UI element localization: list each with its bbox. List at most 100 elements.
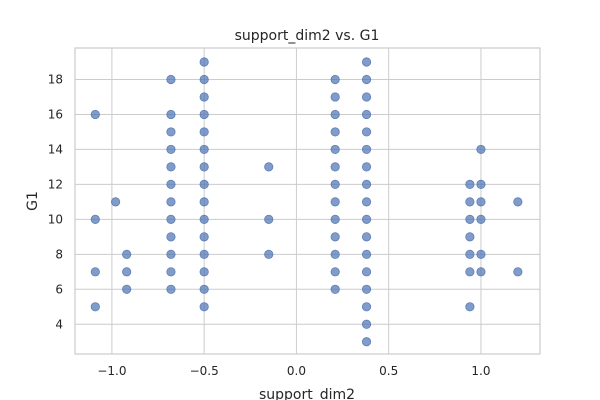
data-point: [513, 267, 523, 277]
data-point: [361, 109, 372, 120]
data-point: [166, 162, 176, 172]
x-tick-label: 0.0: [287, 364, 306, 378]
data-point: [166, 144, 176, 155]
data-point: [199, 302, 209, 312]
data-point: [465, 249, 475, 259]
data-point: [330, 284, 340, 294]
data-point: [199, 232, 209, 242]
data-point: [199, 179, 209, 189]
data-point: [199, 57, 209, 67]
data-point: [476, 144, 486, 155]
y-tick-label: 4: [55, 317, 63, 331]
data-point: [199, 197, 209, 207]
data-point: [361, 319, 372, 329]
plot-area: [74, 47, 541, 355]
data-point: [361, 92, 372, 102]
x-tick-label: −1.0: [97, 364, 126, 378]
data-point: [476, 197, 486, 207]
data-point: [361, 197, 372, 207]
x-tick-label: 0.5: [379, 364, 398, 378]
data-point: [361, 302, 372, 312]
data-point: [90, 109, 100, 120]
data-point: [330, 179, 340, 189]
data-point: [513, 197, 523, 207]
data-point: [199, 144, 209, 155]
data-points: [90, 57, 523, 347]
data-point: [361, 284, 372, 294]
data-point: [166, 214, 176, 224]
data-point: [199, 92, 209, 102]
data-point: [361, 267, 372, 277]
y-tick-label: 8: [55, 247, 63, 261]
data-point: [465, 179, 475, 189]
data-point: [465, 267, 475, 277]
data-point: [330, 249, 340, 259]
data-point: [361, 232, 372, 242]
data-point: [330, 267, 340, 277]
y-tick-label: 18: [48, 72, 63, 86]
data-point: [90, 302, 100, 312]
data-point: [361, 74, 372, 85]
data-point: [361, 162, 372, 172]
data-point: [166, 74, 176, 85]
data-point: [199, 214, 209, 224]
data-point: [166, 127, 176, 137]
data-point: [166, 197, 176, 207]
x-axis-ticks: −1.0 −0.5 0.0 0.5 1.0: [97, 364, 490, 378]
data-point: [166, 267, 176, 277]
data-point: [90, 267, 100, 277]
data-point: [476, 179, 486, 189]
data-point: [330, 144, 340, 155]
data-point: [166, 232, 176, 242]
data-point: [330, 232, 340, 242]
data-point: [330, 74, 340, 85]
x-tick-label: −0.5: [190, 364, 219, 378]
data-point: [90, 214, 100, 224]
data-point: [330, 127, 340, 137]
data-point: [199, 267, 209, 277]
data-point: [330, 162, 340, 172]
data-point: [166, 109, 176, 120]
data-point: [166, 284, 176, 294]
data-point: [166, 179, 176, 189]
data-point: [465, 232, 475, 242]
data-point: [122, 267, 132, 277]
y-tick-label: 10: [48, 212, 63, 226]
data-point: [199, 74, 209, 85]
y-axis-ticks: 4 6 8 10 12 14 16 18: [48, 72, 63, 331]
data-point: [465, 197, 475, 207]
data-point: [476, 249, 486, 259]
data-point: [361, 179, 372, 189]
y-tick-label: 6: [55, 282, 63, 296]
data-point: [361, 249, 372, 259]
data-point: [199, 127, 209, 137]
data-point: [122, 284, 132, 294]
data-point: [330, 197, 340, 207]
data-point: [476, 214, 486, 224]
data-point: [264, 162, 274, 172]
data-point: [330, 109, 340, 120]
data-point: [110, 197, 121, 207]
data-point: [199, 284, 209, 294]
data-point: [264, 214, 274, 224]
data-point: [476, 267, 486, 277]
data-point: [199, 109, 209, 120]
chart-title: support_dim2 vs. G1: [235, 28, 380, 44]
data-point: [330, 92, 340, 102]
data-point: [361, 214, 372, 224]
data-point: [199, 249, 209, 259]
y-tick-label: 12: [48, 177, 63, 191]
data-point: [166, 249, 176, 259]
y-tick-label: 14: [48, 142, 63, 156]
y-tick-label: 16: [48, 107, 63, 121]
data-point: [361, 337, 372, 347]
data-point: [361, 57, 372, 67]
y-axis-label: G1: [25, 191, 41, 211]
data-point: [330, 214, 340, 224]
x-axis-label: support_dim2: [259, 387, 355, 400]
data-point: [361, 127, 372, 137]
data-point: [264, 249, 274, 259]
data-point: [199, 162, 209, 172]
data-point: [465, 214, 475, 224]
